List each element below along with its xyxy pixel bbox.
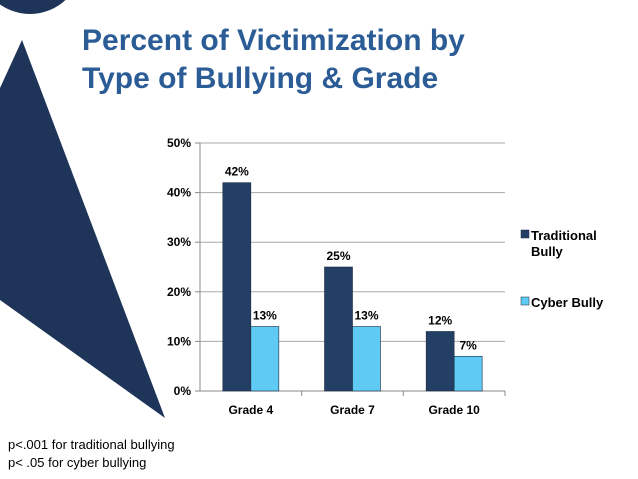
significance-note: p<.001 for traditional bullying p< .05 f… [8,436,175,472]
title-line-2: Type of Bullying & Grade [82,62,439,95]
decorative-triangle [0,40,165,418]
note-line-1: p<.001 for traditional bullying [8,437,175,452]
y-tick-label: 10% [167,334,191,348]
x-tick-label: Grade 10 [428,403,480,417]
bar-cyber [352,326,381,392]
bar-traditional [222,182,252,392]
data-label: 25% [326,249,350,263]
data-label: 13% [354,309,378,323]
legend-swatch-traditional [520,229,530,239]
y-tick-label: 30% [167,235,191,249]
x-tick-label: Grade 7 [330,403,375,417]
title-line-1: Percent of Victimization by [82,24,465,57]
bar-cyber [250,326,280,392]
y-tick-label: 0% [174,384,192,398]
bar-traditional [324,266,353,392]
bars [222,182,483,392]
y-tick-label: 40% [167,186,191,200]
data-label: 7% [459,338,477,352]
data-label: 12% [428,313,452,327]
x-tick-label: Grade 4 [228,403,273,417]
legend-label-cyber: Cyber Bully [531,295,604,310]
y-tick-label: 50% [167,136,191,150]
bar-cyber [453,355,483,392]
note-line-2: p< .05 for cyber bullying [8,455,147,470]
legend-label-traditional: Traditional [531,228,597,243]
legend-swatch-cyber [520,296,530,306]
labels: 0% 10% 20% 30% 40% 50% 42% 13% Grade 4 25% 13% Grad… [167,136,480,417]
decorative-circle [0,0,66,14]
y-tick-label: 20% [167,285,191,299]
slide-title: Percent of Victimization by Type of Bull… [82,22,622,98]
data-label: 42% [225,165,249,179]
bar-traditional [425,331,455,392]
legend-label-traditional: Bully [531,244,564,259]
data-label: 13% [253,309,277,323]
